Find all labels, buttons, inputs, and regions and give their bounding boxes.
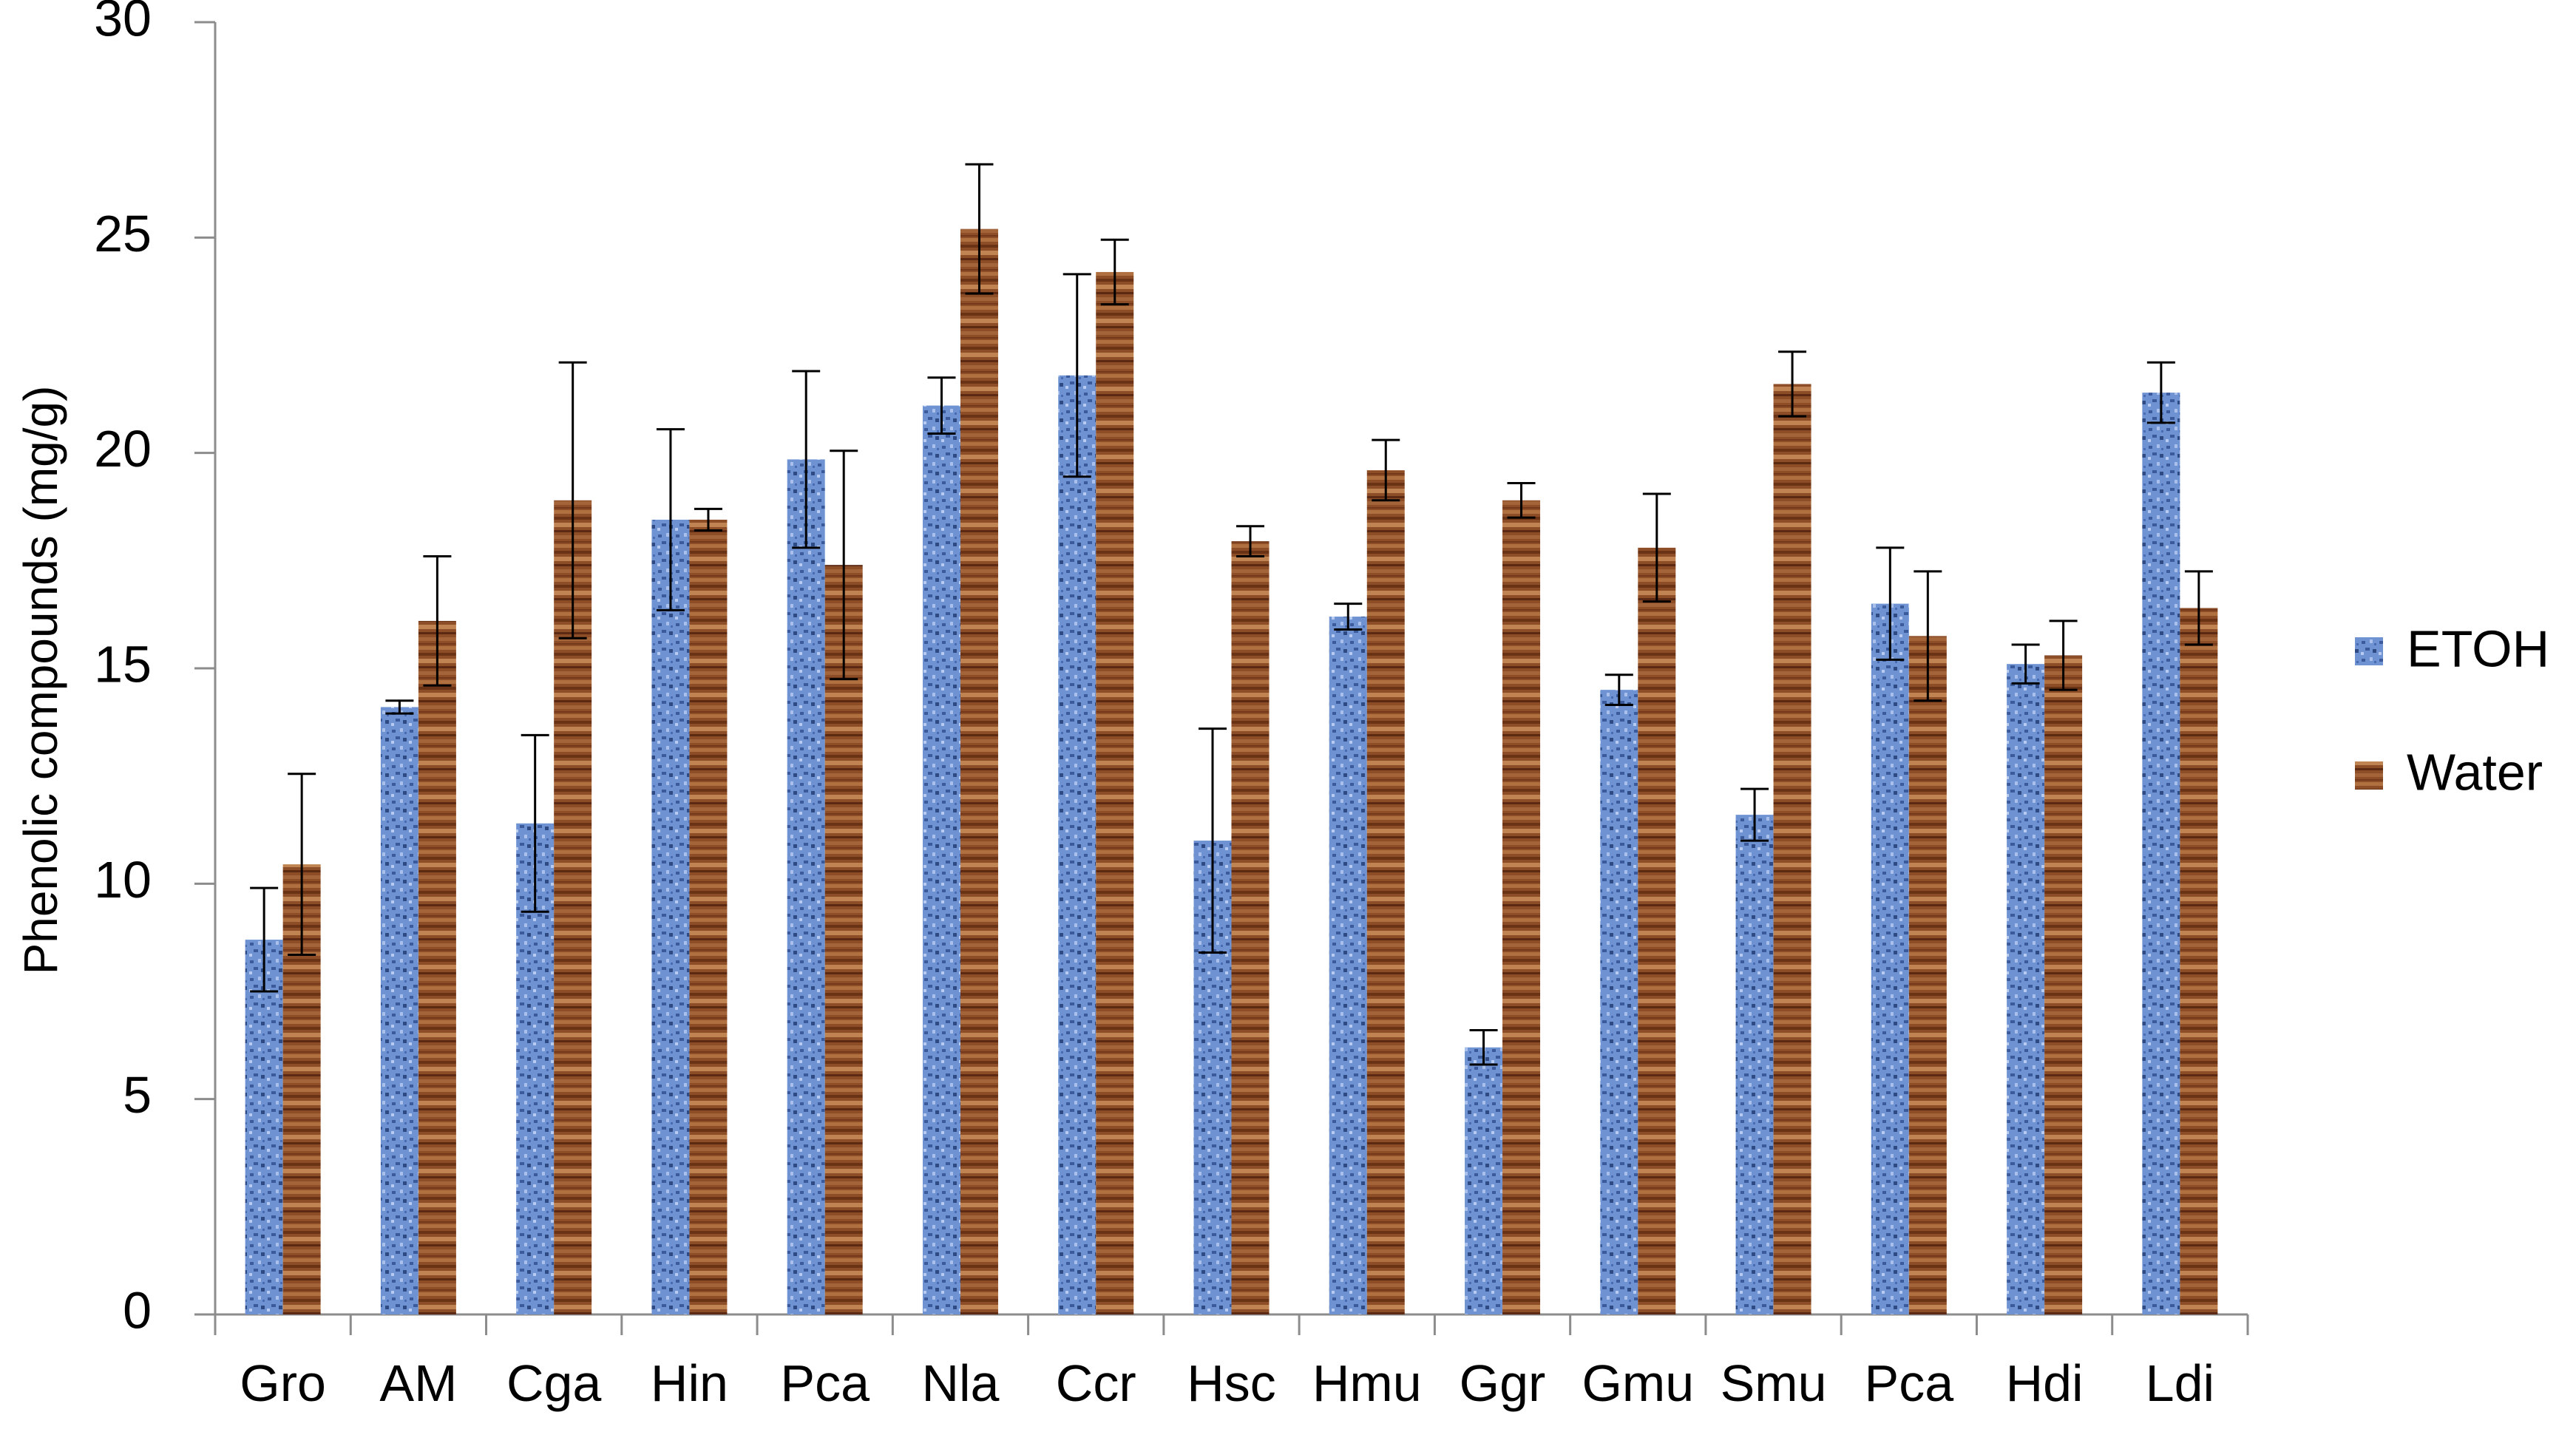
error-bars [250,163,2213,1066]
bar-series [245,228,2218,1315]
legend-swatch-etoh [2355,637,2383,665]
bar-water-pca [1908,636,1947,1314]
bar-etoh-ldi [2142,393,2180,1315]
error-bar-etoh-hsc [1199,727,1227,954]
x-tick-label: AM [379,1354,457,1412]
bar-water-pca [824,565,863,1314]
y-tick-label: 20 [94,420,152,478]
bar-water-gmu [1638,547,1676,1315]
bar-etoh-ccr [1058,375,1097,1315]
x-tick-label: Gmu [1582,1354,1694,1412]
bar-etoh-hdi [2007,664,2045,1314]
x-axis-labels: Gro AM Cga Hin Pca Nla Ccr Hsc Hmu Ggr Gmu Smu Pca Hd… [240,1354,2214,1412]
x-tick-label: Ccr [1056,1354,1136,1412]
error-bar-water-hin [694,507,722,532]
error-bar-water-pca [830,449,858,681]
error-bar-etoh-hmu [1334,603,1363,631]
error-bar-etoh-ldi [2146,361,2175,424]
legend: ETOH Water [2355,620,2549,801]
error-bar-etoh-smu [1741,787,1769,842]
bar-water-ccr [1096,271,1134,1314]
legend-label-water: Water [2407,743,2543,801]
error-bar-etoh-pca [1876,546,1905,661]
bar-water-am [418,620,456,1314]
error-bar-water-hdi [2049,620,2078,691]
x-tick-label: Nla [921,1354,999,1412]
error-bar-etoh-gmu [1604,673,1633,707]
error-bar-etoh-hin [656,428,685,611]
error-bar-water-hmu [1372,438,1400,502]
y-tick-label: 10 [94,851,152,909]
x-tick-label: Ldi [2146,1354,2214,1412]
error-bar-etoh-nla [927,376,956,435]
x-tick-label: Hdi [2006,1354,2084,1412]
x-tick-label: Hmu [1312,1354,1422,1412]
x-tick-label: Cga [506,1354,601,1412]
error-bar-etoh-gro [250,886,279,993]
x-tick-label: Ggr [1460,1354,1546,1412]
legend-swatch-water [2355,761,2383,790]
y-tick-label: 15 [94,635,152,693]
legend-label-etoh: ETOH [2407,620,2549,677]
error-bar-etoh-am [385,699,414,715]
bar-water-hmu [1366,469,1405,1314]
x-axis-ticks [214,1314,2249,1335]
error-bar-water-nla [965,163,994,295]
bar-water-ldi [2180,608,2218,1314]
y-axis-ticks: 0 5 10 15 20 25 30 [94,0,215,1339]
error-bar-water-gro [288,773,316,956]
bar-water-hsc [1231,541,1270,1315]
bar-etoh-hmu [1329,617,1367,1314]
bar-etoh-smu [1735,815,1774,1314]
bar-etoh-gro [245,940,283,1314]
bar-etoh-hin [651,519,690,1314]
error-bar-etoh-hdi [2011,643,2040,685]
bar-water-smu [1773,384,1811,1315]
bar-etoh-gmu [1600,690,1638,1314]
bar-water-nla [960,228,998,1315]
error-bar-water-cga [558,361,587,639]
error-bar-water-ccr [1100,238,1129,306]
bar-water-hin [689,519,728,1314]
bar-etoh-pca [1871,603,1909,1314]
error-bar-water-ldi [2184,570,2213,646]
y-tick-label: 30 [94,0,152,47]
x-tick-label: Pca [780,1354,870,1412]
bar-etoh-nla [922,405,960,1315]
y-axis-title: Phenolic compounds (mg/g) [14,386,67,975]
x-tick-label: Gro [240,1354,326,1412]
error-bar-water-gmu [1642,492,1671,603]
y-tick-label: 5 [123,1066,152,1124]
bar-etoh-ggr [1465,1047,1503,1314]
x-tick-label: Pca [1865,1354,1954,1412]
y-tick-label: 0 [123,1281,152,1339]
error-bar-water-am [423,555,452,687]
error-bar-etoh-pca [792,370,821,549]
bar-etoh-am [380,707,418,1314]
error-bar-water-ggr [1507,481,1536,519]
y-tick-label: 25 [94,205,152,262]
error-bar-water-smu [1778,350,1807,418]
error-bar-etoh-ccr [1062,273,1091,478]
x-tick-label: Hsc [1187,1354,1276,1412]
error-bar-water-pca [1914,570,1942,702]
error-bar-etoh-cga [521,733,549,913]
bar-water-hdi [2044,655,2083,1314]
bar-water-ggr [1502,500,1541,1314]
error-bar-etoh-ggr [1469,1028,1498,1066]
bar-etoh-pca [787,459,825,1314]
x-tick-label: Smu [1721,1354,1827,1412]
x-tick-label: Hin [651,1354,728,1412]
error-bar-water-hsc [1236,525,1264,558]
